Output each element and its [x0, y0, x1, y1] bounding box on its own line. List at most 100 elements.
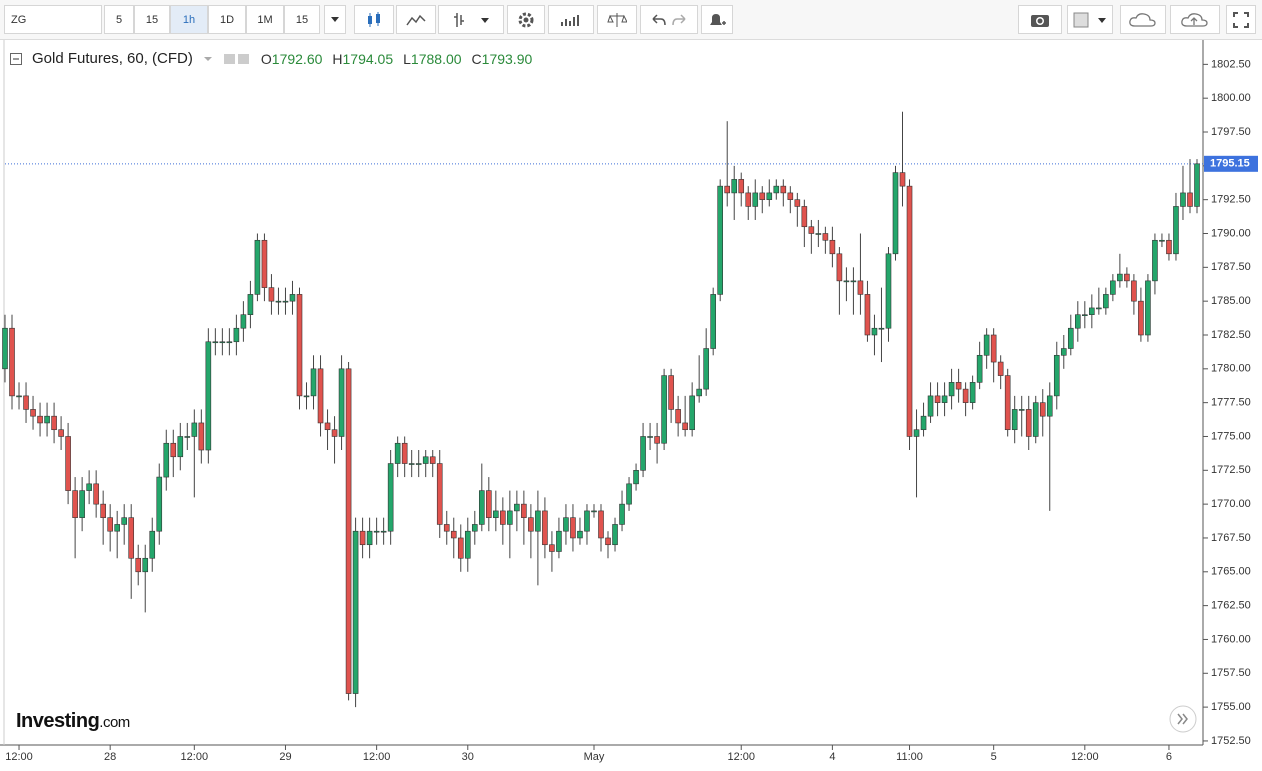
chart-type-button[interactable]: [438, 5, 504, 34]
candle-body: [857, 280, 864, 295]
ohlc-item: C1793.90: [472, 51, 533, 67]
candle-body: [535, 510, 541, 532]
legend-icons: [223, 53, 249, 64]
candle-body: [142, 557, 149, 573]
scroll-right-button[interactable]: [1168, 704, 1198, 734]
candle-body: [380, 530, 387, 533]
candle-body: [114, 524, 120, 532]
candle-body: [282, 300, 289, 303]
candle-body: [317, 368, 324, 424]
candle-body: [1004, 375, 1011, 431]
compare-button[interactable]: [597, 5, 637, 34]
y-tick-label: 1762.50: [1211, 600, 1251, 612]
candle-body: [640, 436, 646, 471]
interval-button[interactable]: 1D: [208, 5, 246, 34]
candle-body: [563, 517, 569, 532]
interval-button[interactable]: 1h: [170, 5, 208, 34]
candle-body: [591, 510, 597, 513]
candle-body: [766, 192, 773, 200]
interval-button[interactable]: 5: [104, 5, 134, 34]
candle-body: [500, 510, 506, 525]
candle-body: [72, 490, 78, 518]
candle-body: [1082, 314, 1088, 316]
candle-body: [815, 233, 822, 235]
candle-body: [577, 530, 583, 539]
candle-body: [1138, 300, 1144, 336]
candle-body: [37, 415, 43, 424]
undo-redo[interactable]: [640, 5, 698, 34]
collapse-icon[interactable]: [10, 52, 22, 65]
candle-body: [93, 483, 99, 505]
x-tick-label: 12:00: [181, 751, 209, 763]
candle-body: [1180, 192, 1186, 207]
x-tick-label: 28: [104, 751, 116, 763]
ohlc-value: 1792.60: [271, 50, 323, 67]
load-button[interactable]: [1120, 5, 1166, 34]
candle-body: [941, 395, 948, 403]
fullscreen-button[interactable]: [1226, 5, 1256, 34]
candle-body: [247, 294, 254, 315]
interval-button[interactable]: 1M: [246, 5, 284, 34]
studies-button[interactable]: [548, 5, 594, 34]
interval-dropdown[interactable]: [324, 5, 346, 34]
candle-body: [1075, 314, 1081, 329]
candle-body: [415, 463, 422, 465]
candle-body: [1166, 239, 1172, 255]
layout-button[interactable]: [1067, 5, 1113, 34]
logo: Investing.com: [16, 710, 130, 733]
candle-body: [1194, 163, 1200, 207]
save-button[interactable]: [1170, 5, 1220, 34]
ohlc-item: O1792.60: [261, 51, 323, 67]
candles-button[interactable]: [354, 5, 394, 34]
indicator-button[interactable]: [396, 5, 436, 34]
candle-body: [934, 395, 941, 403]
y-tick-label: 1780.00: [1211, 363, 1251, 375]
alert-button[interactable]: [701, 5, 733, 34]
icon: [518, 12, 534, 27]
candle-body: [1039, 402, 1046, 417]
ohlc-value: 1794.05: [342, 50, 394, 67]
candle-body: [1152, 239, 1158, 282]
icon: [710, 13, 726, 25]
settings-button[interactable]: [507, 5, 545, 34]
candle-body: [493, 510, 499, 518]
y-tick-label: 1777.50: [1211, 397, 1251, 409]
interval-button[interactable]: 15: [284, 5, 320, 34]
candle-body: [1060, 348, 1067, 356]
candle-body: [745, 192, 752, 207]
candle-body: [79, 490, 85, 518]
candle-body: [233, 327, 240, 343]
x-tick-label: 12:00: [5, 751, 33, 763]
candle-body: [156, 476, 163, 532]
candle-body: [738, 179, 745, 194]
candle-body: [240, 314, 247, 329]
icon: [652, 13, 686, 25]
candle-body: [969, 382, 976, 403]
interval-button[interactable]: 15: [134, 5, 170, 34]
candle-body: [1011, 409, 1018, 431]
candle-body: [408, 463, 415, 465]
candle-body: [787, 192, 794, 200]
candle-body: [1053, 354, 1060, 397]
candle-body: [303, 395, 310, 398]
candle-body: [387, 463, 394, 532]
candle-body: [107, 517, 113, 532]
y-tick-label: 1757.50: [1211, 667, 1251, 679]
x-tick-label: 5: [991, 751, 997, 763]
x-tick-label: 4: [829, 751, 835, 763]
candle-body: [948, 382, 955, 397]
candle-body: [654, 436, 660, 444]
snapshot-button[interactable]: [1018, 5, 1062, 34]
ohlc-value: 1788.00: [410, 50, 462, 67]
candle-body: [885, 253, 892, 329]
candle-body: [324, 422, 331, 431]
candle-body: [429, 456, 436, 464]
candle-body: [422, 456, 429, 464]
symbol-title: Gold Futures, 60, (CFD): [32, 50, 193, 67]
toolbar: ZG 5 15 1h 1D 1M 15: [0, 0, 1262, 40]
ohlc-key: H: [332, 50, 343, 67]
candle-body: [331, 429, 338, 437]
symbol-input[interactable]: ZG: [4, 5, 102, 34]
icon: [454, 12, 489, 27]
y-tick-label: 1792.50: [1211, 194, 1251, 206]
